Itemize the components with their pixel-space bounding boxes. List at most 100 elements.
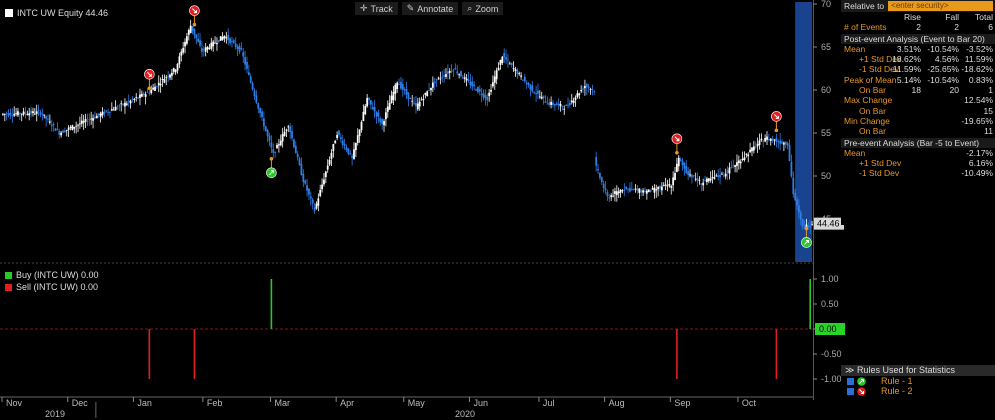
candle xyxy=(169,74,171,78)
candle xyxy=(625,186,628,190)
track-button[interactable]: ✛ Track xyxy=(355,2,398,15)
candle xyxy=(219,36,222,41)
sell-legend[interactable]: Sell (INTC UW) 0.00 xyxy=(5,282,98,292)
candle xyxy=(334,140,337,144)
candle xyxy=(5,113,8,115)
legend-main-label: INTC UW Equity 44.46 xyxy=(17,8,109,18)
candle xyxy=(674,173,676,180)
candle xyxy=(306,185,308,191)
rule-2-row[interactable]: Rule - 2 xyxy=(841,386,995,396)
candle xyxy=(552,102,554,106)
relative-to-input[interactable]: <enter security> xyxy=(888,1,993,11)
x-tick-label: Feb xyxy=(207,398,223,408)
candle xyxy=(535,93,537,95)
candle xyxy=(687,171,690,176)
candle xyxy=(283,131,286,136)
stats-value: -10.49% xyxy=(961,168,993,179)
candle xyxy=(20,113,23,115)
stats-value: 6 xyxy=(988,22,993,33)
stats-value: 2 xyxy=(954,22,959,33)
candle xyxy=(460,71,462,77)
marker-dot xyxy=(269,157,274,161)
candle xyxy=(22,111,25,115)
candle xyxy=(469,81,472,86)
candle xyxy=(550,101,553,105)
rule-1-checkbox[interactable] xyxy=(847,377,854,385)
candle xyxy=(37,110,40,112)
candle xyxy=(510,63,513,65)
candle xyxy=(129,100,132,104)
stats-row-label: -1 Std Dev xyxy=(859,168,900,179)
candle xyxy=(396,82,399,89)
candle xyxy=(443,75,446,77)
event-arrow xyxy=(674,136,680,142)
ind-y-tick-label: -0.50 xyxy=(821,349,842,359)
candle xyxy=(416,103,419,110)
col-rise: Rise xyxy=(903,12,921,22)
candle xyxy=(719,174,721,178)
stats-row: +1 Std Dev 18.62% 4.56% 11.59% xyxy=(841,54,995,64)
candle xyxy=(745,153,748,155)
event-statistics-panel: Relative to <enter security> Rise Fall T… xyxy=(841,0,995,225)
candle xyxy=(401,84,404,90)
candle xyxy=(150,89,153,94)
candle xyxy=(634,188,637,190)
rule-1-label: Rule - 1 xyxy=(881,376,913,386)
candle xyxy=(24,112,27,114)
candle xyxy=(476,86,479,93)
candle xyxy=(255,95,258,103)
candle xyxy=(713,177,716,179)
candle xyxy=(685,166,688,173)
relative-to-label: Relative to xyxy=(844,1,885,11)
candle xyxy=(186,36,188,44)
candle xyxy=(86,121,89,123)
rule-2-checkbox[interactable] xyxy=(847,387,854,395)
event-arrow xyxy=(774,114,779,119)
candle xyxy=(565,104,568,106)
candle xyxy=(445,74,447,77)
candle xyxy=(655,189,658,191)
main-legend[interactable]: INTC UW Equity 44.46 xyxy=(5,8,108,18)
candle xyxy=(249,76,252,83)
candle xyxy=(232,40,235,43)
candle xyxy=(332,144,335,152)
stats-row: On Bar 18 20 1 xyxy=(841,85,995,95)
zoom-button[interactable]: ⌕ Zoom xyxy=(462,2,504,15)
candle xyxy=(302,173,305,182)
candle xyxy=(17,111,19,116)
candle xyxy=(781,141,783,144)
rules-header[interactable]: ≫ Rules Used for Statistics xyxy=(841,365,995,376)
annotate-button[interactable]: ✎ Annotate xyxy=(401,2,459,15)
shaded-region xyxy=(795,2,813,262)
candle xyxy=(79,123,81,125)
candle xyxy=(492,82,494,87)
candle xyxy=(107,111,109,113)
candle xyxy=(180,51,183,56)
candle xyxy=(640,190,643,193)
indicator-value-label: 0.00 xyxy=(819,324,837,334)
candle xyxy=(50,125,53,127)
candle xyxy=(238,45,241,52)
event-window-shade xyxy=(795,2,813,262)
candle xyxy=(420,99,423,101)
candle xyxy=(599,173,601,178)
candle xyxy=(217,40,220,42)
candle xyxy=(696,178,699,181)
candle xyxy=(285,129,288,131)
marker-dot xyxy=(774,128,779,133)
stats-value: -18.62% xyxy=(961,64,993,75)
candle xyxy=(439,78,442,80)
candle xyxy=(71,125,74,131)
candle xyxy=(465,78,468,81)
candle xyxy=(114,106,117,111)
buy-legend[interactable]: Buy (INTC UW) 0.00 xyxy=(5,270,99,280)
candle xyxy=(529,84,532,90)
candle xyxy=(43,114,46,116)
candle xyxy=(600,177,603,183)
candle xyxy=(478,89,481,92)
candle xyxy=(612,195,614,197)
stats-row: On Bar 11 xyxy=(841,126,995,136)
candle xyxy=(338,130,340,136)
rule-1-row[interactable]: Rule - 1 xyxy=(841,376,995,386)
